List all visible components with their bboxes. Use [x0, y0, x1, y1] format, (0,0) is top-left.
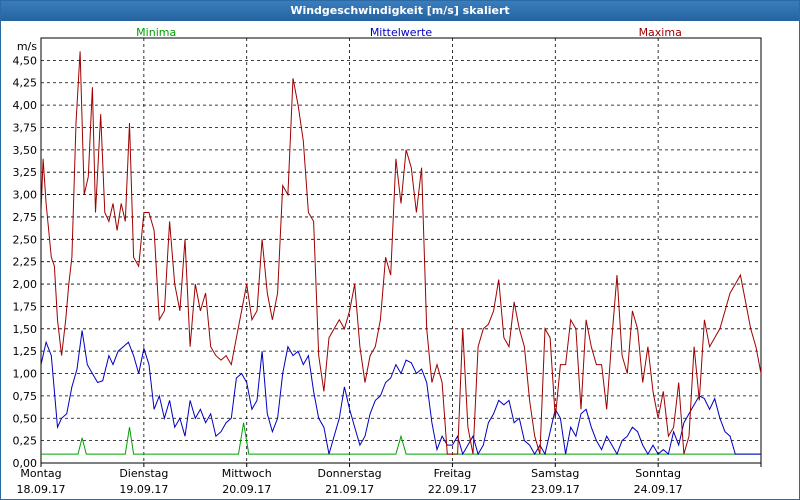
y-tick-label: 2,75 — [13, 211, 38, 224]
y-tick-label: 4,25 — [13, 77, 38, 90]
plot-area — [40, 37, 762, 464]
x-tick-date: 21.09.17 — [325, 483, 374, 496]
x-tick-date: 23.09.17 — [531, 483, 580, 496]
y-tick-label: 1,00 — [13, 368, 38, 381]
y-tick-label: 2,25 — [13, 256, 38, 269]
wind-speed-chart: 0,00 0,25 0,50 0,75 1,00 1,25 1,50 1,75 2,00 2,25… — [13, 26, 762, 496]
y-tick-label: 0,25 — [13, 435, 38, 448]
y-tick-label: 4,50 — [13, 54, 38, 67]
legend-mittelwerte: Mittelwerte — [370, 26, 433, 39]
y-tick-label: 1,75 — [13, 300, 38, 313]
series-line-mittelwerte — [41, 330, 761, 456]
x-tick-date: 22.09.17 — [428, 483, 477, 496]
x-tick-day: Donnerstag — [317, 467, 381, 480]
x-tick-date: 19.09.17 — [119, 483, 168, 496]
y-tick-label: 3,00 — [13, 189, 38, 202]
y-tick-label: 0,50 — [13, 412, 38, 425]
x-tick-date: 20.09.17 — [222, 483, 271, 496]
x-tick-day: Samstag — [531, 467, 579, 480]
legend-minima: Minima — [136, 26, 176, 39]
series-line-minima — [41, 422, 761, 455]
series-line-maxima — [41, 51, 761, 455]
y-tick-label: 3,50 — [13, 144, 38, 157]
x-tick-day: Sonntag — [635, 467, 681, 480]
x-tick-day: Montag — [20, 467, 61, 480]
y-tick-label: 2,50 — [13, 233, 38, 246]
x-tick-day: Dienstag — [119, 467, 168, 480]
x-tick-day: Freitag — [434, 467, 472, 480]
y-tick-label: 4,00 — [13, 99, 38, 112]
x-tick-day: Mittwoch — [222, 467, 272, 480]
y-tick-label: 0,75 — [13, 390, 38, 403]
y-tick-label: 1,25 — [13, 345, 38, 358]
x-tick-date: 24.09.17 — [634, 483, 683, 496]
window-title: Windgeschwindigkeit [m/s] skaliert — [1, 1, 799, 21]
y-tick-label: 0,00 — [13, 457, 38, 470]
x-tick-date: 18.09.17 — [17, 483, 66, 496]
y-tick-label: 3,75 — [13, 121, 38, 134]
legend-maxima: Maxima — [639, 26, 682, 39]
y-tick-label: 2,00 — [13, 278, 38, 291]
y-axis-label: m/s — [17, 40, 37, 53]
y-tick-label: 3,25 — [13, 166, 38, 179]
y-tick-label: 1,50 — [13, 323, 38, 336]
